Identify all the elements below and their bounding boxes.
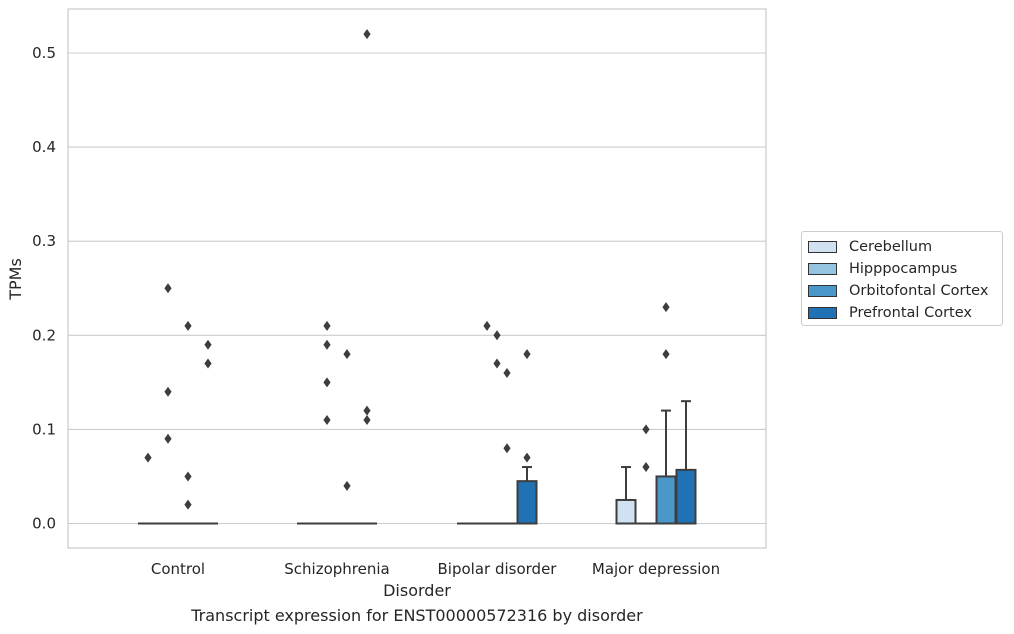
outlier-point bbox=[363, 29, 371, 40]
legend-label: Prefrontal Cortex bbox=[849, 305, 972, 321]
outlier-point bbox=[184, 471, 192, 482]
legend-label: Cerebellum bbox=[849, 239, 933, 255]
legend-swatch bbox=[808, 263, 837, 275]
outlier-point bbox=[503, 443, 511, 454]
outlier-point bbox=[483, 320, 491, 331]
x-tick-label: Schizophrenia bbox=[284, 560, 389, 578]
figure-caption: Transcript expression for ENST0000057231… bbox=[191, 606, 643, 625]
outlier-point bbox=[343, 349, 351, 360]
x-tick-labels: Control Schizophrenia Bipolar disorder Majo… bbox=[151, 560, 720, 578]
outlier-point bbox=[164, 433, 172, 444]
outlier-point bbox=[662, 302, 670, 313]
outlier-point bbox=[642, 462, 650, 473]
outlier-point bbox=[323, 414, 331, 425]
y-tick-label: 0.5 bbox=[32, 44, 56, 62]
outlier-point bbox=[164, 283, 172, 294]
legend-item: Prefrontal Cortex bbox=[808, 302, 1002, 324]
outlier-point bbox=[503, 367, 511, 378]
y-tick-label: 0.2 bbox=[32, 326, 56, 344]
outlier-point bbox=[204, 358, 212, 369]
outlier-point bbox=[184, 320, 192, 331]
box-cerebellum bbox=[615, 498, 637, 525]
legend-swatch bbox=[808, 241, 837, 253]
outlier-point bbox=[523, 452, 531, 463]
gridlines bbox=[68, 52, 766, 525]
y-tick-labels: 0.0 0.1 0.2 0.3 0.4 0.5 bbox=[32, 44, 56, 533]
x-tick-label: Control bbox=[151, 560, 205, 578]
x-tick-label: Bipolar disorder bbox=[438, 560, 558, 578]
x-tick-label: Major depression bbox=[592, 560, 720, 578]
legend-item: Hipppocampus bbox=[808, 258, 1002, 280]
legend-item: Cerebellum bbox=[808, 236, 1002, 258]
y-tick-label: 0.3 bbox=[32, 232, 56, 250]
outlier-point bbox=[323, 339, 331, 350]
legend-swatch bbox=[808, 307, 837, 319]
y-tick-label: 0.4 bbox=[32, 138, 56, 156]
legend-label: Orbitofontal Cortex bbox=[849, 283, 989, 299]
outlier-point bbox=[343, 480, 351, 491]
outlier-point bbox=[523, 349, 531, 360]
outlier-point bbox=[184, 499, 192, 510]
box-orbitofontal-cortex bbox=[655, 475, 677, 525]
x-axis-title: Disorder bbox=[383, 581, 451, 600]
outlier-point bbox=[662, 349, 670, 360]
legend-swatch bbox=[808, 285, 837, 297]
legend-label: Hipppocampus bbox=[849, 261, 958, 277]
y-tick-label: 0.1 bbox=[32, 420, 56, 438]
outlier-point bbox=[204, 339, 212, 350]
y-tick-label: 0.0 bbox=[32, 515, 56, 533]
box-prefrontal-cortex bbox=[675, 468, 697, 525]
box-marks bbox=[138, 29, 697, 525]
outlier-point bbox=[493, 330, 501, 341]
outlier-point bbox=[642, 424, 650, 435]
y-axis-title: TPMs bbox=[6, 258, 25, 301]
outlier-point bbox=[493, 358, 501, 369]
plot-area-frame bbox=[67, 8, 767, 549]
box-prefrontal-cortex bbox=[516, 480, 538, 525]
legend-item: Orbitofontal Cortex bbox=[808, 280, 1002, 302]
outlier-point bbox=[144, 452, 152, 463]
outlier-point bbox=[363, 405, 371, 416]
legend: Cerebellum Hipppocampus Orbitofontal Corte… bbox=[801, 231, 1003, 326]
outlier-point bbox=[363, 414, 371, 425]
outlier-point bbox=[323, 377, 331, 388]
outlier-point bbox=[323, 320, 331, 331]
outlier-point bbox=[164, 386, 172, 397]
